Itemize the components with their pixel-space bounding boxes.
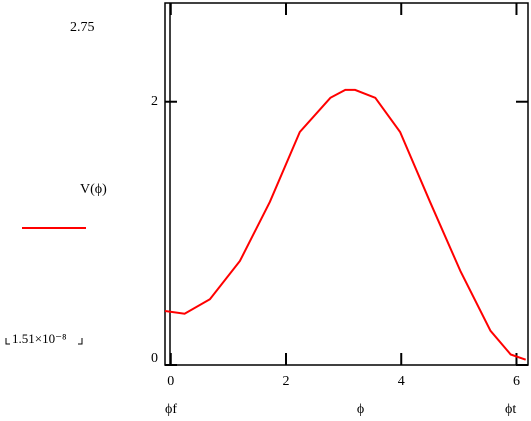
y-min-label: 1.51×10⁻⁸: [12, 331, 67, 346]
y-tick-label: 0: [151, 351, 158, 366]
legend-label: V(ϕ): [80, 182, 107, 197]
placeholder-brackets: [5, 338, 83, 345]
x-tick-label: 2: [283, 374, 290, 389]
y-max-label: 2.75: [70, 20, 95, 35]
x-range-label: ϕf: [165, 402, 177, 417]
x-tick-label: 0: [167, 374, 174, 389]
x-tick-label: 4: [398, 374, 405, 389]
plot-frame: [164, 2, 529, 366]
x-tick-label: 6: [513, 374, 520, 389]
y-tick-label: 2: [151, 94, 158, 109]
x-range-label: ϕt: [505, 402, 516, 417]
x-axis-label: ϕ: [357, 402, 364, 417]
line-series: [164, 88, 527, 361]
